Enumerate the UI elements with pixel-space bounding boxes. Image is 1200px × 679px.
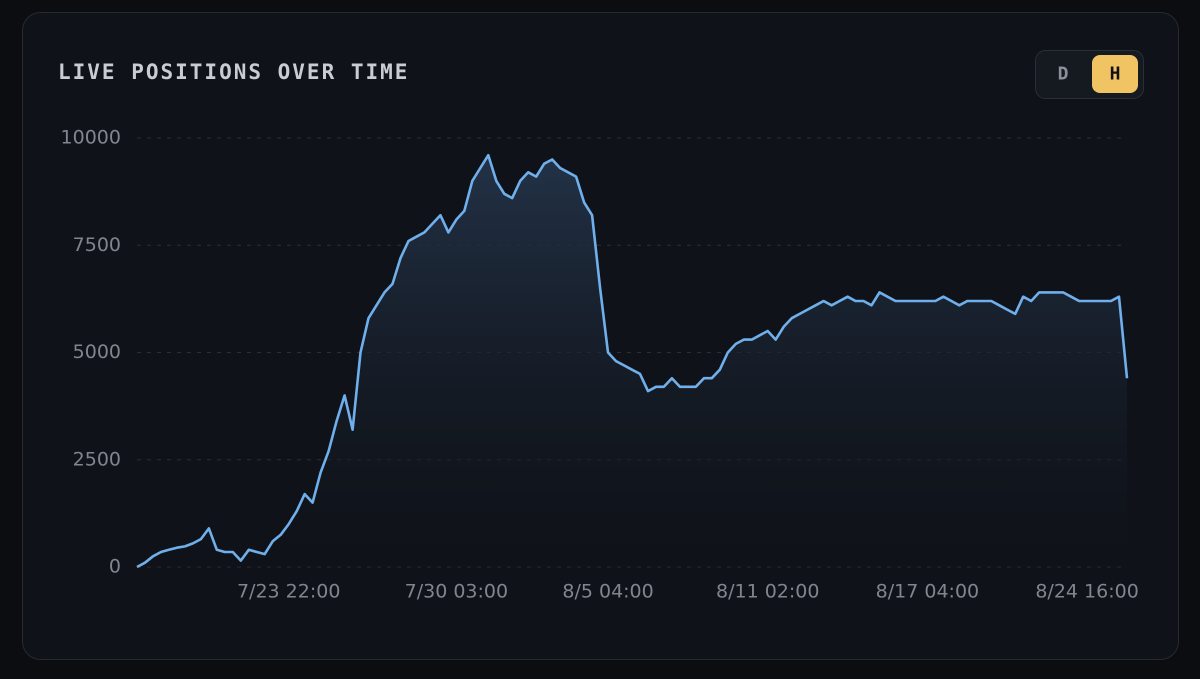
x-tick-label: 8/11 02:00 xyxy=(716,581,819,603)
x-tick-label: 8/17 04:00 xyxy=(876,581,979,603)
y-tick-label: 7500 xyxy=(73,234,121,256)
x-tick-label: 8/5 04:00 xyxy=(562,581,653,603)
toggle-button[interactable]: H xyxy=(1110,64,1121,85)
y-tick-label: 0 xyxy=(109,556,121,578)
x-tick-label: 7/30 03:00 xyxy=(405,581,508,603)
x-tick-label: 7/23 22:00 xyxy=(237,581,340,603)
y-tick-label: 10000 xyxy=(61,127,121,149)
y-tick-label: 5000 xyxy=(73,341,121,363)
area xyxy=(137,155,1127,567)
line xyxy=(136,153,1129,569)
x-tick-label: 8/24 16:00 xyxy=(1035,581,1138,603)
toggle-button[interactable]: D xyxy=(1058,64,1069,85)
chart-title: LIVE POSITIONS OVER TIME xyxy=(58,60,409,84)
y-tick-label: 2500 xyxy=(73,448,121,470)
toggle-active-bg xyxy=(1092,55,1138,93)
